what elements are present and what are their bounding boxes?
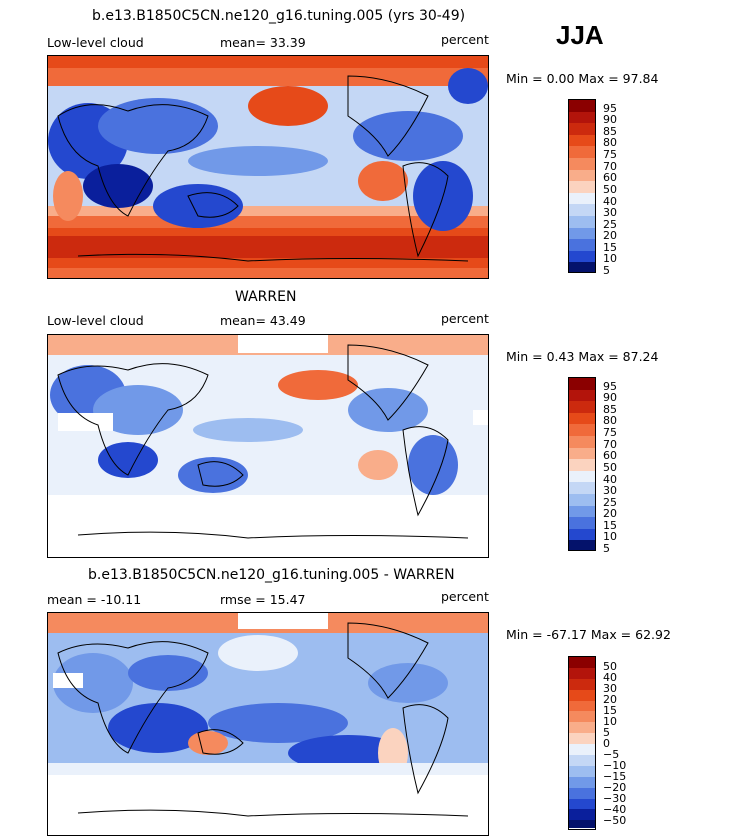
panel1-cb-label: 20 bbox=[603, 229, 617, 242]
panel3-map bbox=[47, 612, 489, 836]
panel2-map bbox=[47, 334, 489, 558]
panel3-cb-label: −10 bbox=[603, 759, 627, 772]
panel2-cb-label: 70 bbox=[603, 438, 617, 451]
panel1-minmax: Min = 0.00 Max = 97.84 bbox=[506, 71, 659, 86]
panel1-cb-label: 75 bbox=[603, 148, 617, 161]
panel1-cb-label: 95 bbox=[603, 102, 617, 115]
panel1-cb-label: 85 bbox=[603, 125, 617, 138]
panel3-minmax: Min = -67.17 Max = 62.92 bbox=[506, 627, 671, 642]
panel3-cb-label: −40 bbox=[603, 803, 627, 816]
panel2-cb-label: 75 bbox=[603, 426, 617, 439]
panel2-cb-label: 95 bbox=[603, 380, 617, 393]
panel3-cb-label: −5 bbox=[603, 748, 620, 761]
panel3-cb-label: 5 bbox=[603, 726, 610, 739]
panel1-cb-label: 40 bbox=[603, 195, 617, 208]
panel3-map-field bbox=[48, 613, 488, 835]
panel2-cb-label: 80 bbox=[603, 414, 617, 427]
panel1-map-field bbox=[48, 56, 488, 278]
panel1-map bbox=[47, 55, 489, 279]
panel1-cb-label: 5 bbox=[603, 264, 610, 277]
panel3-cb-label: 40 bbox=[603, 671, 617, 684]
panel3-mean-label: mean = -10.11 bbox=[47, 592, 142, 607]
panel3-cb-label: −15 bbox=[603, 770, 627, 783]
panel3-cb-label: 10 bbox=[603, 715, 617, 728]
panel3-units-label: percent bbox=[441, 589, 489, 604]
panel3-cb-label: −20 bbox=[603, 781, 627, 794]
panel1-cb-label: 80 bbox=[603, 136, 617, 149]
panel2-cb-label: 20 bbox=[603, 507, 617, 520]
panel1-cb-label: 50 bbox=[603, 183, 617, 196]
panel2-mean-label: mean= 43.49 bbox=[220, 313, 306, 328]
panel2-cb-label: 50 bbox=[603, 461, 617, 474]
panel3-cb-label: −30 bbox=[603, 792, 627, 805]
panel2-cb-label: 90 bbox=[603, 391, 617, 404]
panel3-rmse-label: rmse = 15.47 bbox=[220, 592, 306, 607]
panel1-cb-label: 90 bbox=[603, 113, 617, 126]
panel1-colorbar bbox=[568, 99, 596, 273]
panel2-cb-label: 25 bbox=[603, 496, 617, 509]
panel3-colorbar bbox=[568, 656, 596, 830]
panel1-mean-label: mean= 33.39 bbox=[220, 35, 306, 50]
panel2-colorbar bbox=[568, 377, 596, 551]
panel2-cb-label: 85 bbox=[603, 403, 617, 416]
panel2-minmax: Min = 0.43 Max = 87.24 bbox=[506, 349, 659, 364]
panel1-cb-label: 15 bbox=[603, 241, 617, 254]
panel2-title: WARREN bbox=[235, 289, 297, 305]
panel3-cb-label: 20 bbox=[603, 693, 617, 706]
panel3-cb-label: 30 bbox=[603, 682, 617, 695]
panel3-cb-label: 50 bbox=[603, 660, 617, 673]
panel3-cb-label: 15 bbox=[603, 704, 617, 717]
panel2-cb-label: 60 bbox=[603, 449, 617, 462]
panel1-variable-label: Low-level cloud bbox=[47, 35, 144, 50]
panel3-cb-label: 0 bbox=[603, 737, 610, 750]
panel1-cb-label: 25 bbox=[603, 218, 617, 231]
panel1-cb-label: 60 bbox=[603, 171, 617, 184]
panel3-cb-label: −50 bbox=[603, 814, 627, 827]
season-label: JJA bbox=[556, 20, 604, 50]
panel2-cb-label: 5 bbox=[603, 542, 610, 555]
panel1-title: b.e13.B1850C5CN.ne120_g16.tuning.005 (yr… bbox=[92, 8, 466, 24]
panel3-title: b.e13.B1850C5CN.ne120_g16.tuning.005 - W… bbox=[88, 567, 455, 583]
panel2-cb-label: 30 bbox=[603, 484, 617, 497]
panel1-cb-label: 70 bbox=[603, 160, 617, 173]
panel1-cb-label: 10 bbox=[603, 252, 617, 265]
panel2-map-field bbox=[48, 335, 488, 557]
panel1-cb-label: 30 bbox=[603, 206, 617, 219]
panel1-units-label: percent bbox=[441, 32, 489, 47]
panel2-cb-label: 15 bbox=[603, 519, 617, 532]
panel2-variable-label: Low-level cloud bbox=[47, 313, 144, 328]
panel2-cb-label: 40 bbox=[603, 473, 617, 486]
panel2-cb-label: 10 bbox=[603, 530, 617, 543]
panel2-units-label: percent bbox=[441, 311, 489, 326]
